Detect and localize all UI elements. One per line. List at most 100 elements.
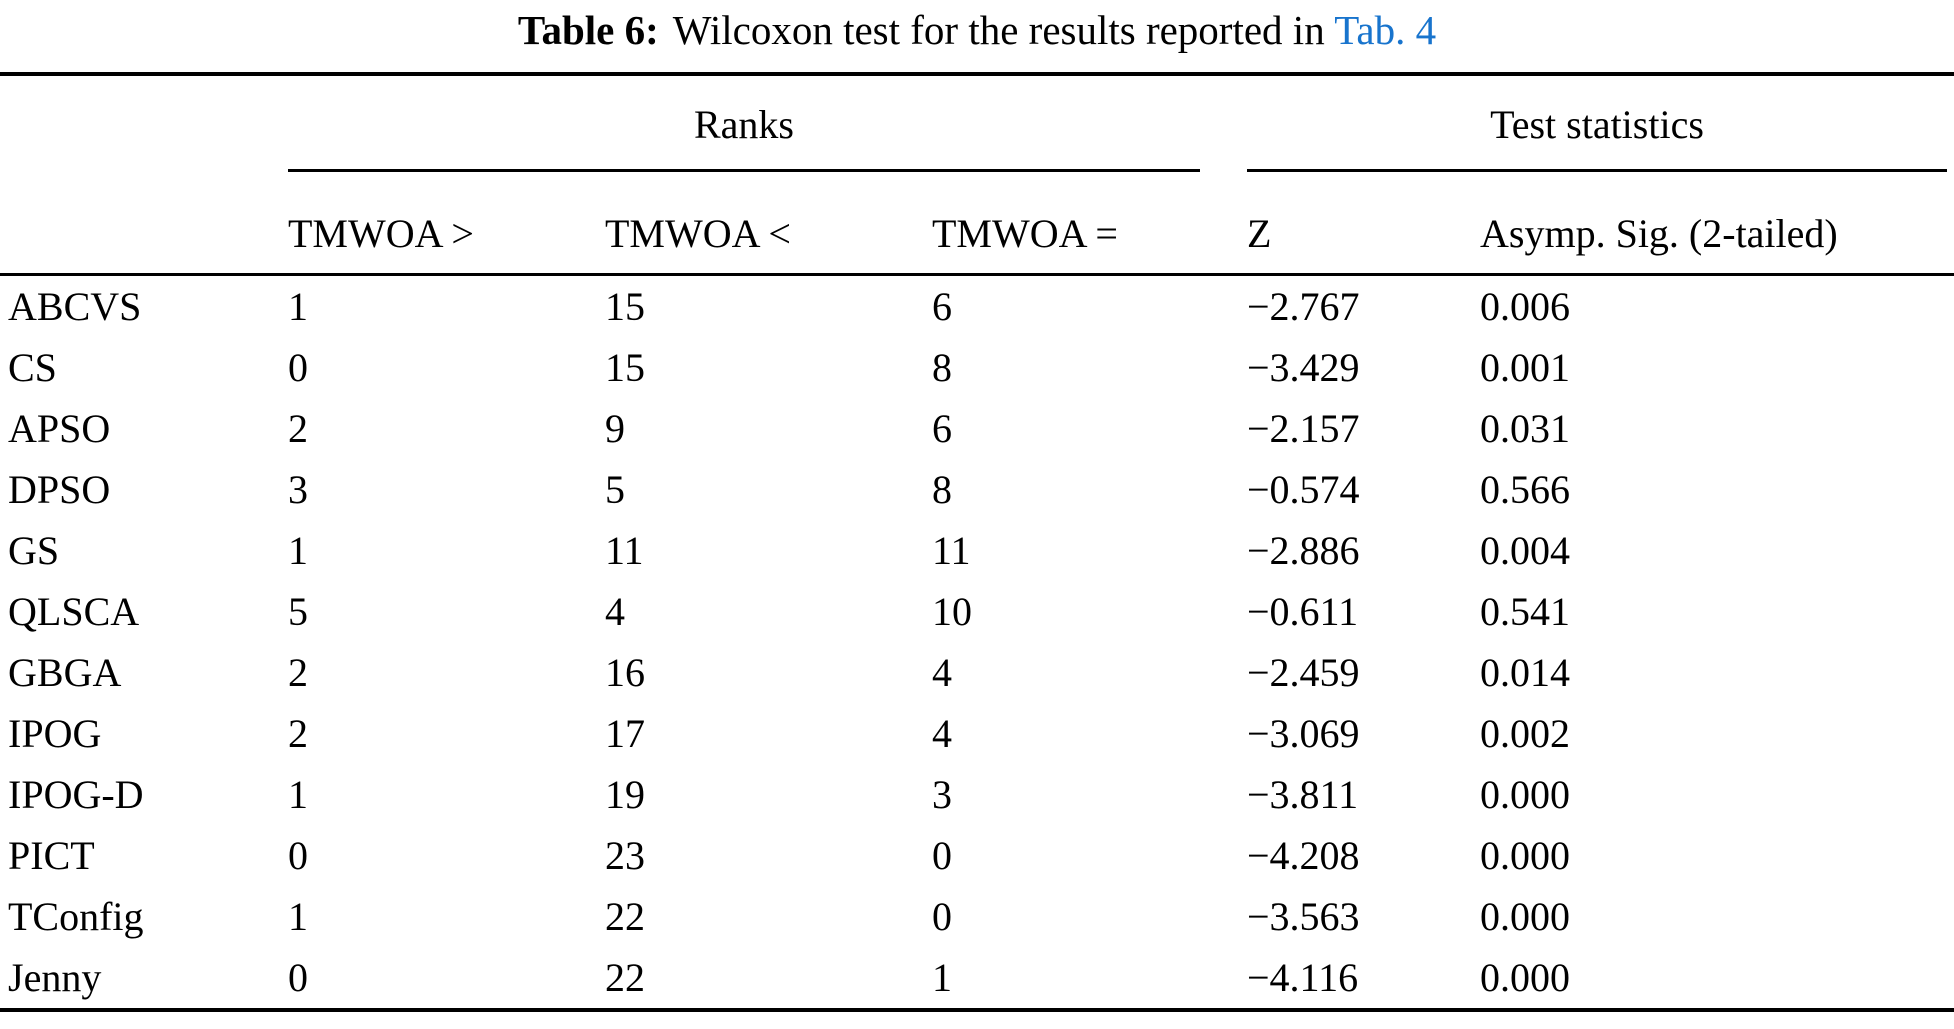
column-header-row: TMWOA > TMWOA < TMWOA = Z Asymp. Sig. (2… <box>0 172 1954 276</box>
cell-tmwoa-equal: 8 <box>932 345 952 390</box>
cell-tmwoa-less: 22 <box>605 955 645 1000</box>
cell-algorithm: APSO <box>8 406 111 451</box>
column-header-z: Z <box>1247 211 1272 256</box>
cell-z: −3.429 <box>1247 345 1360 390</box>
test-statistics-group-rule <box>1247 169 1947 172</box>
table-row: IPOG-D 1 19 3 −3.811 0.000 <box>0 764 1954 825</box>
cell-algorithm: DPSO <box>8 467 111 512</box>
group-header-row: Ranks Test statistics <box>0 76 1954 172</box>
cell-tmwoa-less: 5 <box>605 467 625 512</box>
cell-tmwoa-greater: 3 <box>288 467 308 512</box>
cell-z: −2.767 <box>1247 284 1360 329</box>
column-header-algorithm <box>0 172 288 273</box>
column-header-tmwoa-greater: TMWOA > <box>288 211 474 256</box>
cell-z: −4.208 <box>1247 833 1360 878</box>
cell-z: −3.069 <box>1247 711 1360 756</box>
cell-tmwoa-less: 17 <box>605 711 645 756</box>
table-caption-link[interactable]: Tab. 4 <box>1334 7 1437 53</box>
cell-tmwoa-equal: 8 <box>932 467 952 512</box>
cell-tmwoa-greater: 0 <box>288 345 308 390</box>
cell-tmwoa-less: 19 <box>605 772 645 817</box>
cell-tmwoa-equal: 6 <box>932 284 952 329</box>
cell-algorithm: GBGA <box>8 650 122 695</box>
group-header-ranks: Ranks <box>288 76 1247 172</box>
cell-asymp-sig: 0.031 <box>1480 406 1570 451</box>
cell-tmwoa-less: 4 <box>605 589 625 634</box>
cell-tmwoa-equal: 10 <box>932 589 972 634</box>
cell-z: −3.563 <box>1247 894 1360 939</box>
group-header-test-statistics: Test statistics <box>1247 76 1954 172</box>
table-row: PICT 0 23 0 −4.208 0.000 <box>0 825 1954 886</box>
cell-algorithm: Jenny <box>8 955 102 1000</box>
cell-asymp-sig: 0.000 <box>1480 894 1570 939</box>
ranks-group-rule <box>288 169 1200 172</box>
cell-asymp-sig: 0.000 <box>1480 772 1570 817</box>
table-row: QLSCA 5 4 10 −0.611 0.541 <box>0 581 1954 642</box>
cell-tmwoa-greater: 0 <box>288 955 308 1000</box>
cell-asymp-sig: 0.006 <box>1480 284 1570 329</box>
cell-tmwoa-greater: 1 <box>288 284 308 329</box>
table-row: ABCVS 1 15 6 −2.767 0.006 <box>0 276 1954 337</box>
table-caption: Table 6: Wilcoxon test for the results re… <box>0 2 1954 58</box>
cell-tmwoa-less: 22 <box>605 894 645 939</box>
cell-asymp-sig: 0.001 <box>1480 345 1570 390</box>
table-caption-number: Table 6: <box>517 7 659 53</box>
cell-asymp-sig: 0.541 <box>1480 589 1570 634</box>
cell-tmwoa-greater: 2 <box>288 711 308 756</box>
cell-tmwoa-equal: 3 <box>932 772 952 817</box>
cell-z: −0.574 <box>1247 467 1360 512</box>
cell-z: −2.157 <box>1247 406 1360 451</box>
cell-asymp-sig: 0.000 <box>1480 833 1570 878</box>
cell-tmwoa-greater: 1 <box>288 894 308 939</box>
column-header-asymp-sig: Asymp. Sig. (2-tailed) <box>1480 211 1838 256</box>
cell-algorithm: ABCVS <box>8 284 142 329</box>
cell-tmwoa-less: 11 <box>605 528 644 573</box>
column-header-tmwoa-less: TMWOA < <box>605 211 791 256</box>
table-row: APSO 2 9 6 −2.157 0.031 <box>0 398 1954 459</box>
cell-tmwoa-equal: 0 <box>932 894 952 939</box>
cell-asymp-sig: 0.566 <box>1480 467 1570 512</box>
cell-tmwoa-equal: 11 <box>932 528 971 573</box>
table-row: GS 1 11 11 −2.886 0.004 <box>0 520 1954 581</box>
table-row: CS 0 15 8 −3.429 0.001 <box>0 337 1954 398</box>
cell-tmwoa-equal: 4 <box>932 711 952 756</box>
group-header-ranks-label: Ranks <box>694 101 794 147</box>
cell-tmwoa-less: 9 <box>605 406 625 451</box>
table-caption-text: Wilcoxon test for the results reported i… <box>672 7 1335 53</box>
cell-algorithm: TConfig <box>8 894 144 939</box>
cell-tmwoa-greater: 1 <box>288 528 308 573</box>
cell-z: −3.811 <box>1247 772 1359 817</box>
group-header-spacer <box>0 76 288 172</box>
column-header-tmwoa-equal: TMWOA = <box>932 211 1118 256</box>
cell-algorithm: QLSCA <box>8 589 140 634</box>
table-row: TConfig 1 22 0 −3.563 0.000 <box>0 886 1954 947</box>
table-body: ABCVS 1 15 6 −2.767 0.006 CS 0 15 8 −3.4… <box>0 276 1954 1008</box>
cell-tmwoa-greater: 2 <box>288 406 308 451</box>
cell-algorithm: PICT <box>8 833 95 878</box>
cell-z: −2.459 <box>1247 650 1360 695</box>
cell-z: −0.611 <box>1247 589 1359 634</box>
cell-asymp-sig: 0.000 <box>1480 955 1570 1000</box>
cell-tmwoa-greater: 1 <box>288 772 308 817</box>
cell-tmwoa-less: 15 <box>605 345 645 390</box>
cell-tmwoa-greater: 2 <box>288 650 308 695</box>
cell-asymp-sig: 0.014 <box>1480 650 1570 695</box>
cell-tmwoa-less: 16 <box>605 650 645 695</box>
cell-tmwoa-greater: 5 <box>288 589 308 634</box>
cell-algorithm: IPOG-D <box>8 772 144 817</box>
cell-tmwoa-greater: 0 <box>288 833 308 878</box>
table-row: GBGA 2 16 4 −2.459 0.014 <box>0 642 1954 703</box>
cell-tmwoa-equal: 4 <box>932 650 952 695</box>
cell-tmwoa-equal: 6 <box>932 406 952 451</box>
group-header-test-statistics-label: Test statistics <box>1490 101 1704 147</box>
cell-asymp-sig: 0.004 <box>1480 528 1570 573</box>
table-row: DPSO 3 5 8 −0.574 0.566 <box>0 459 1954 520</box>
cell-algorithm: GS <box>8 528 60 573</box>
table-row: Jenny 0 22 1 −4.116 0.000 <box>0 947 1954 1008</box>
cell-z: −2.886 <box>1247 528 1360 573</box>
cell-asymp-sig: 0.002 <box>1480 711 1570 756</box>
cell-algorithm: IPOG <box>8 711 102 756</box>
cell-tmwoa-equal: 1 <box>932 955 952 1000</box>
cell-tmwoa-less: 23 <box>605 833 645 878</box>
